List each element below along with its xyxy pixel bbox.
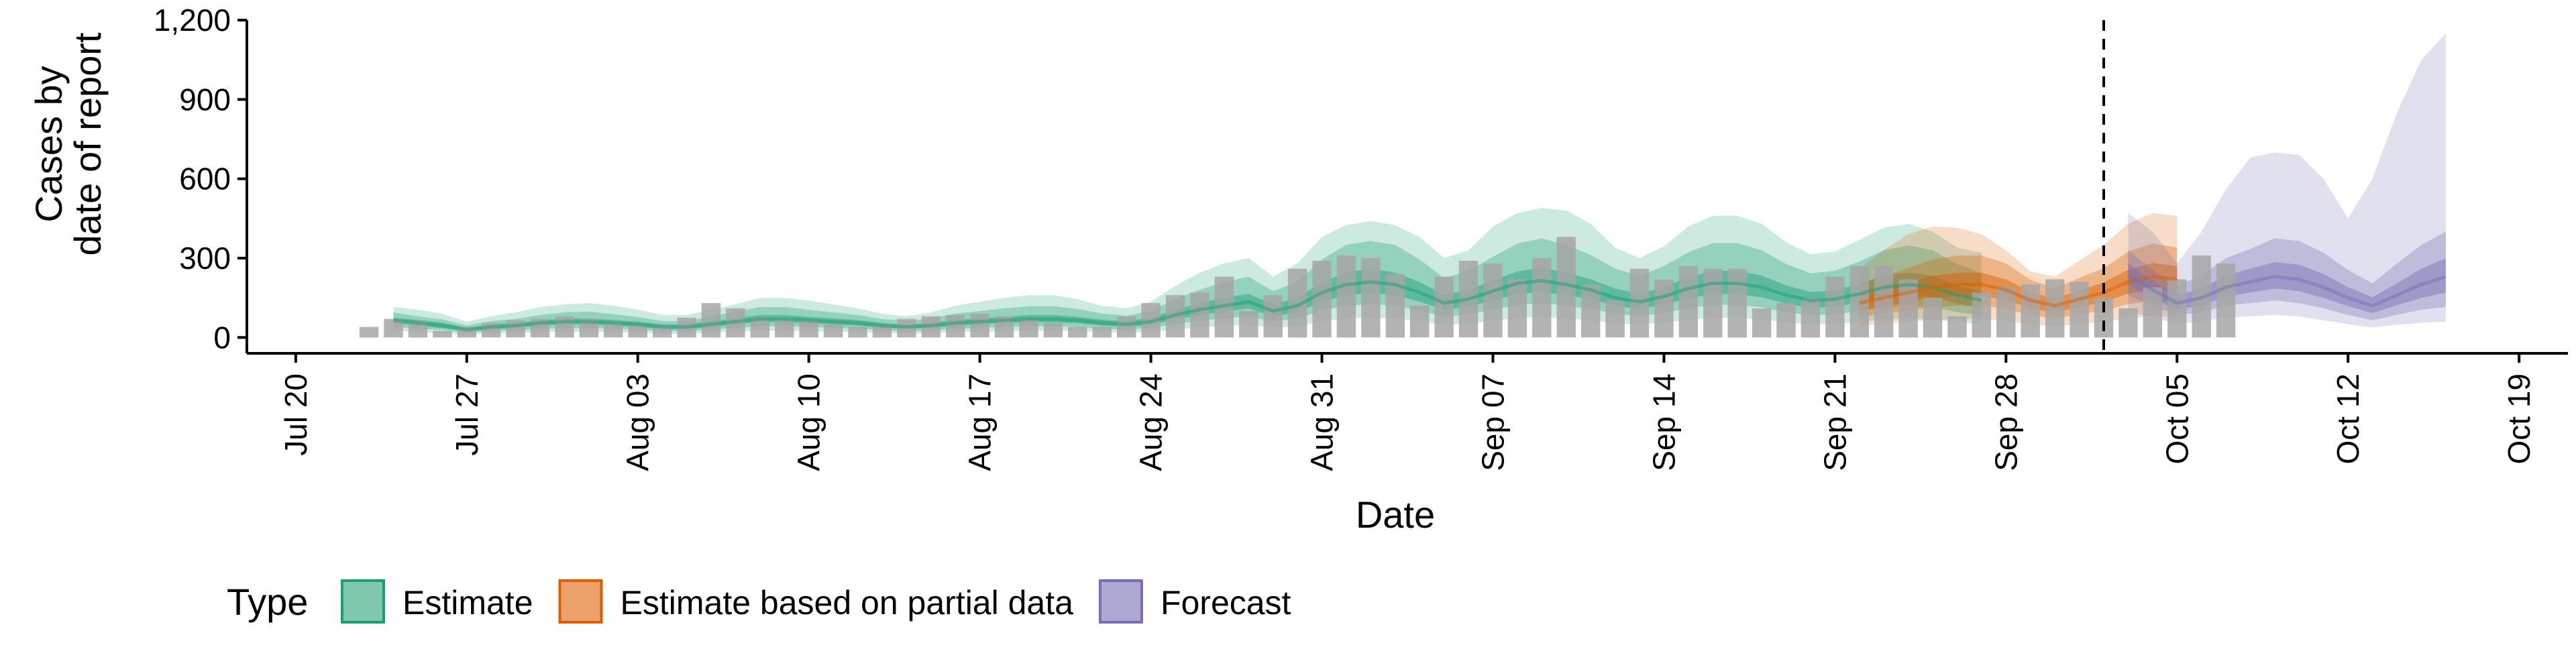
forecast-median-line: [2127, 272, 2447, 308]
observed-bar: [1336, 255, 1356, 338]
observed-bar: [1263, 295, 1283, 338]
observed-bar: [1703, 268, 1723, 338]
observed-bar: [1752, 308, 1772, 338]
observed-bar: [946, 314, 965, 338]
observed-bar: [1361, 258, 1381, 338]
observed-bar: [1043, 322, 1063, 338]
median-lines: [393, 272, 2447, 332]
observed-bar: [408, 321, 428, 338]
observed-bar: [604, 322, 623, 338]
legend-swatch: [1098, 579, 1143, 624]
observed-bar: [701, 303, 721, 338]
observed-bar: [2070, 282, 2089, 338]
partial-median-line: [1859, 275, 2178, 308]
observed-bar: [823, 324, 843, 338]
observed-bar: [1801, 298, 1821, 338]
observed-bar: [433, 331, 452, 338]
observed-bar: [872, 325, 892, 338]
x-tick-label: Oct 05: [2159, 373, 2194, 465]
legend-label: Estimate based on partial data: [621, 584, 1074, 622]
observed-bar: [1678, 266, 1698, 338]
legend-swatch: [558, 579, 603, 624]
observed-bar: [1312, 260, 1332, 338]
y-axis-title-line-1: Cases by: [28, 66, 70, 222]
x-tick-label: Aug 03: [621, 373, 655, 471]
observed-bar: [2167, 279, 2187, 338]
estimate-inner-band: [393, 267, 1982, 331]
observed-bar: [1507, 279, 1527, 338]
observed-bar: [506, 320, 525, 338]
observed-bar: [1117, 316, 1136, 338]
observed-bar: [1996, 287, 2016, 338]
legend: Type Estimate Estimate based on partial d…: [227, 579, 1291, 624]
legend-label: Estimate: [402, 584, 533, 622]
interval-bands: [393, 33, 2446, 335]
x-axis-title: Date: [1356, 493, 1435, 536]
observed-bar: [2021, 284, 2040, 338]
y-tick-label: 900: [179, 82, 231, 117]
observed-bar: [1898, 279, 1918, 338]
observed-bar: [1654, 279, 1674, 338]
observed-bar: [1776, 303, 1796, 338]
x-tick-label: Sep 07: [1475, 373, 1510, 471]
observed-bar: [1874, 266, 1894, 338]
observed-bar: [359, 327, 379, 338]
legend-swatch: [341, 579, 385, 624]
observed-bar: [1727, 268, 1747, 338]
observed-bar: [1532, 258, 1552, 338]
observed-bar: [1825, 276, 1845, 338]
axis-titles: Cases by date of report Date: [28, 32, 1435, 536]
x-tick-label: Aug 10: [792, 373, 826, 471]
x-tick-label: Aug 31: [1305, 373, 1340, 471]
observed-bar: [1947, 316, 1967, 338]
x-tick-label: Sep 28: [1988, 373, 2023, 471]
observed-bar: [775, 318, 794, 338]
x-tick-label: Sep 14: [1646, 373, 1681, 471]
y-tick-label: 300: [179, 241, 231, 276]
y-tick-label: 600: [179, 162, 231, 196]
observed-bar: [1019, 318, 1038, 338]
y-tick-label: 0: [213, 320, 231, 355]
observed-bar: [1092, 327, 1112, 338]
observed-bar: [628, 325, 647, 338]
axes: 0 300 600 900 1,200 Jul 20 Jul 27 Aug 03 Aug 10 A…: [154, 3, 2568, 471]
x-tick-label: Aug 17: [963, 373, 998, 471]
estimate-median-line: [393, 278, 1982, 332]
observed-bar: [1605, 300, 1625, 338]
legend-title: Type: [227, 581, 308, 623]
observed-bar: [1239, 310, 1258, 338]
x-tick-label: Aug 24: [1134, 373, 1169, 471]
observed-bar: [1410, 306, 1430, 338]
observed-bar: [848, 327, 867, 338]
observed-bar: [799, 320, 818, 338]
observed-bar: [1923, 298, 1943, 338]
observed-bar: [2118, 308, 2138, 338]
y-axis-title-line-2: date of report: [66, 32, 109, 256]
forecast-outer-band: [2128, 33, 2446, 328]
observed-bar: [2045, 279, 2065, 338]
estimate-mid-band: [393, 238, 1982, 333]
observed-bar: [2143, 287, 2162, 338]
x-tick-label: Jul 27: [449, 373, 484, 456]
y-tick-label: 1,200: [154, 3, 231, 38]
x-tick-label: Sep 21: [1817, 373, 1852, 471]
observed-bar: [2216, 263, 2236, 338]
legend-label: Forecast: [1161, 584, 1291, 622]
x-tick-label: Oct 12: [2330, 373, 2365, 465]
observed-bar: [970, 313, 989, 338]
x-tick-label: Jul 20: [278, 373, 313, 456]
x-tick-label: Oct 19: [2502, 373, 2536, 465]
observed-bar: [1190, 292, 1210, 338]
observed-bar: [1434, 276, 1454, 338]
observed-bar: [1068, 327, 1087, 338]
observed-bar: [555, 316, 574, 338]
observed-bar: [1483, 263, 1503, 338]
